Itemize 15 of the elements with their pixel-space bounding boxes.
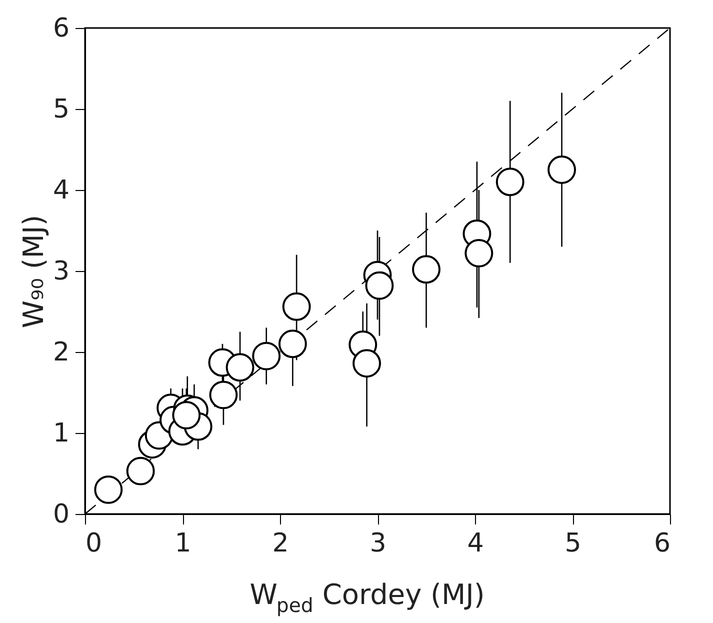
x-tick-label: 2 xyxy=(272,528,289,558)
y-axis-title: W₉₀ (MJ) xyxy=(16,214,50,328)
x-tick-label: 6 xyxy=(654,528,670,558)
x-tick-label: 3 xyxy=(370,528,386,558)
x-tick-label: 1 xyxy=(174,528,192,558)
x-tick-label: 4 xyxy=(467,528,484,558)
y-tick-label: 3 xyxy=(52,256,70,286)
y-tick-label: 5 xyxy=(52,94,70,124)
y-tick-label: 2 xyxy=(52,338,70,368)
x-tick-label: 0 xyxy=(86,528,102,558)
y-tick-label: 4 xyxy=(52,176,70,206)
y-tick-label: 6 xyxy=(52,14,70,44)
y-tick-label: 1 xyxy=(52,418,70,448)
x-tick-label: 5 xyxy=(564,528,582,558)
y-tick-label: 0 xyxy=(52,500,70,530)
